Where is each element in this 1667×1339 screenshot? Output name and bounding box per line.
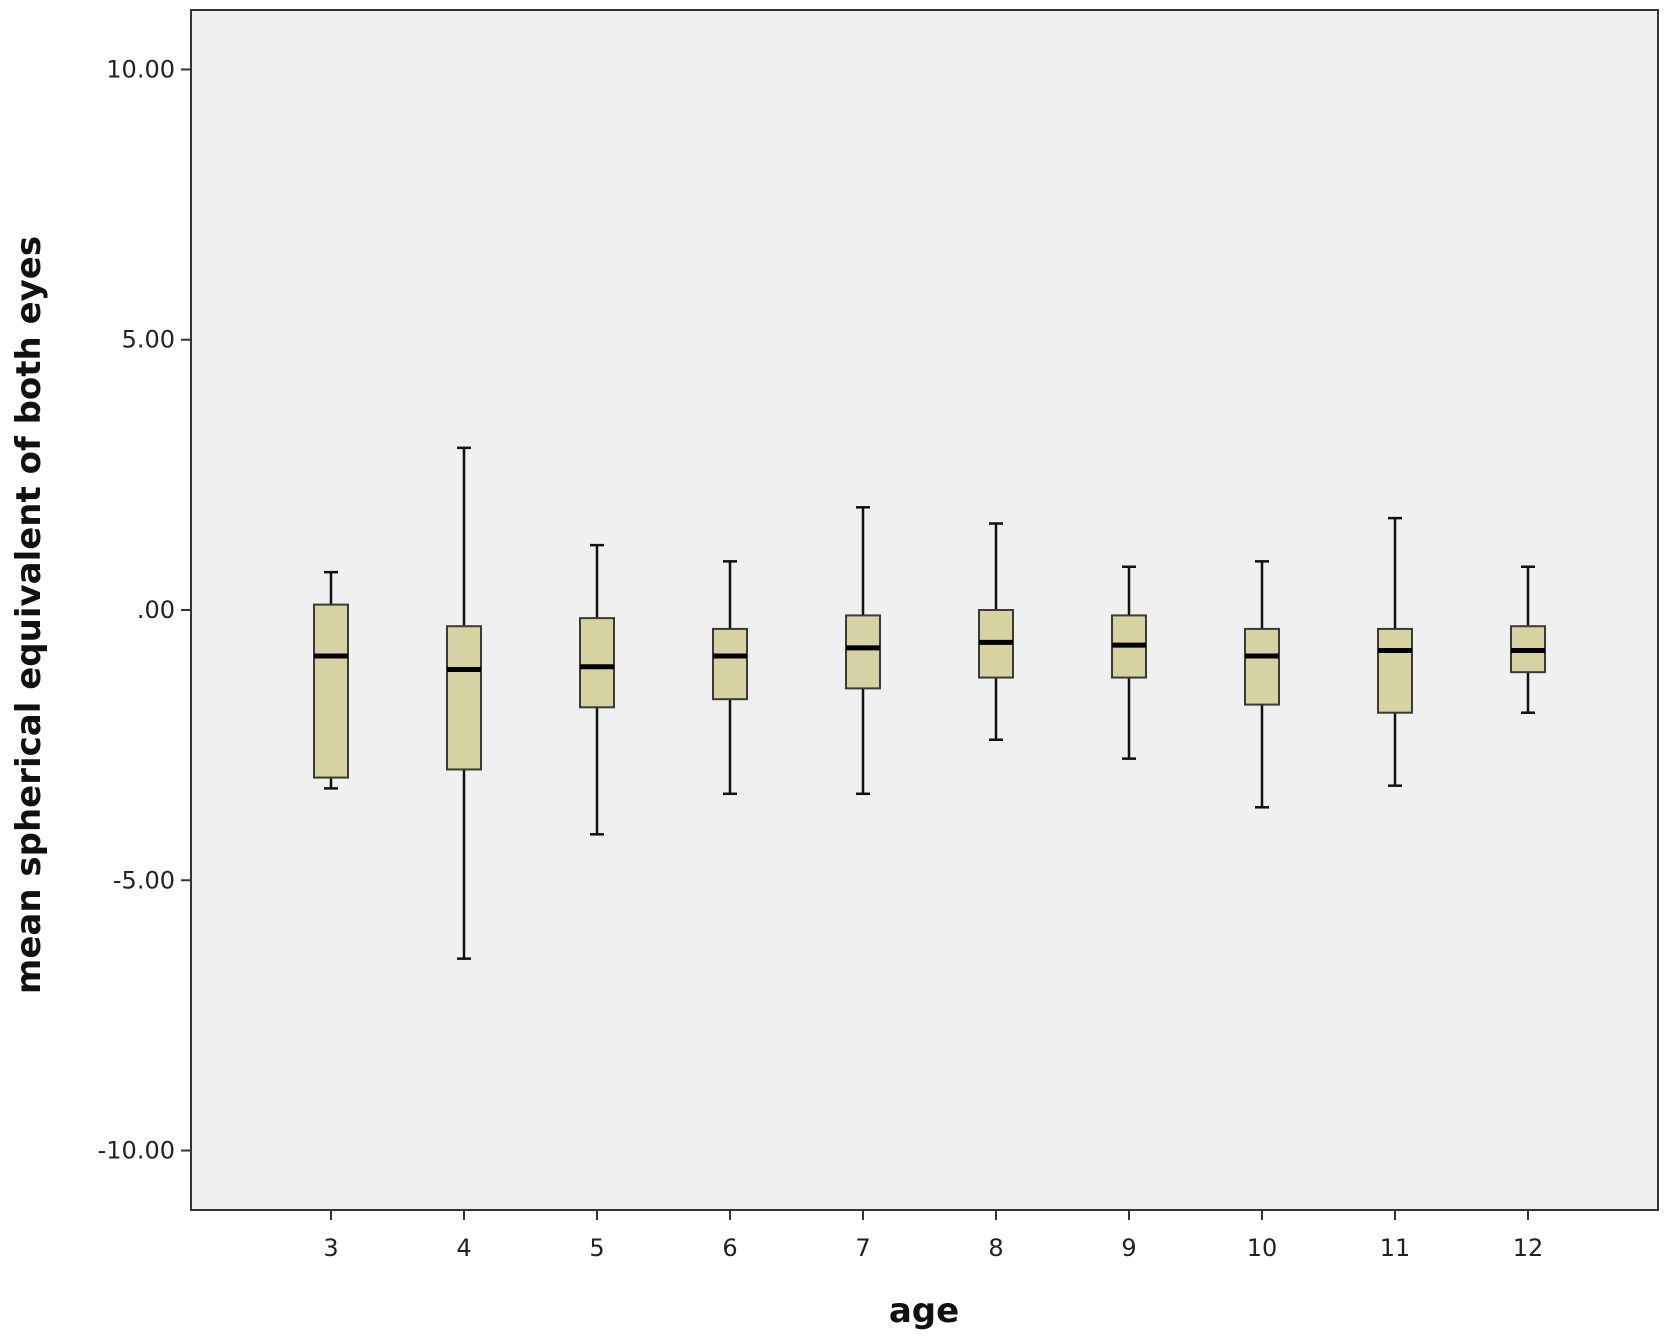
box-age-12: [1510, 565, 1546, 714]
x-tick-label: 5: [589, 1234, 604, 1262]
x-tick-label: 8: [988, 1234, 1003, 1262]
x-tick-label: 11: [1380, 1234, 1411, 1262]
box-age-7: [845, 506, 881, 796]
iqr-box: [712, 627, 748, 701]
x-tick-label: 10: [1247, 1234, 1278, 1262]
x-axis: 3 4 5 6 7 8 9 10 11 12: [323, 1210, 1543, 1262]
iqr-box: [1377, 627, 1413, 714]
x-tick-label: 6: [722, 1234, 737, 1262]
y-tick-label: -5.00: [113, 866, 175, 894]
box-age-6: [712, 560, 748, 796]
box-age-3: [313, 570, 349, 790]
y-tick-label: 10.00: [106, 55, 175, 83]
y-tick-label: -10.00: [98, 1137, 175, 1165]
x-axis-title: age: [889, 1291, 959, 1331]
y-tick-label: .00: [137, 596, 175, 624]
y-axis: 10.00 5.00 .00 -5.00 -10.00: [98, 55, 191, 1165]
box-age-4: [446, 446, 482, 960]
x-tick-label: 7: [855, 1234, 870, 1262]
plot-area: [190, 9, 1659, 1211]
x-tick-label: 9: [1121, 1234, 1136, 1262]
iqr-box: [313, 603, 349, 779]
box-age-8: [978, 522, 1014, 741]
x-tick-label: 12: [1513, 1234, 1544, 1262]
box-age-11: [1377, 516, 1413, 787]
box-age-9: [1111, 565, 1147, 760]
box-age-10: [1244, 560, 1280, 809]
box-age-5: [579, 543, 615, 836]
iqr-box: [845, 614, 881, 690]
iqr-box: [446, 625, 482, 771]
y-tick-label: 5.00: [122, 326, 175, 354]
x-tick-label: 4: [456, 1234, 471, 1262]
iqr-box: [1244, 627, 1280, 706]
x-tick-label: 3: [323, 1234, 338, 1262]
y-axis-title: mean spherical equivalent of both eyes: [9, 236, 49, 994]
iqr-box: [579, 617, 615, 709]
box-series: [313, 446, 1546, 960]
